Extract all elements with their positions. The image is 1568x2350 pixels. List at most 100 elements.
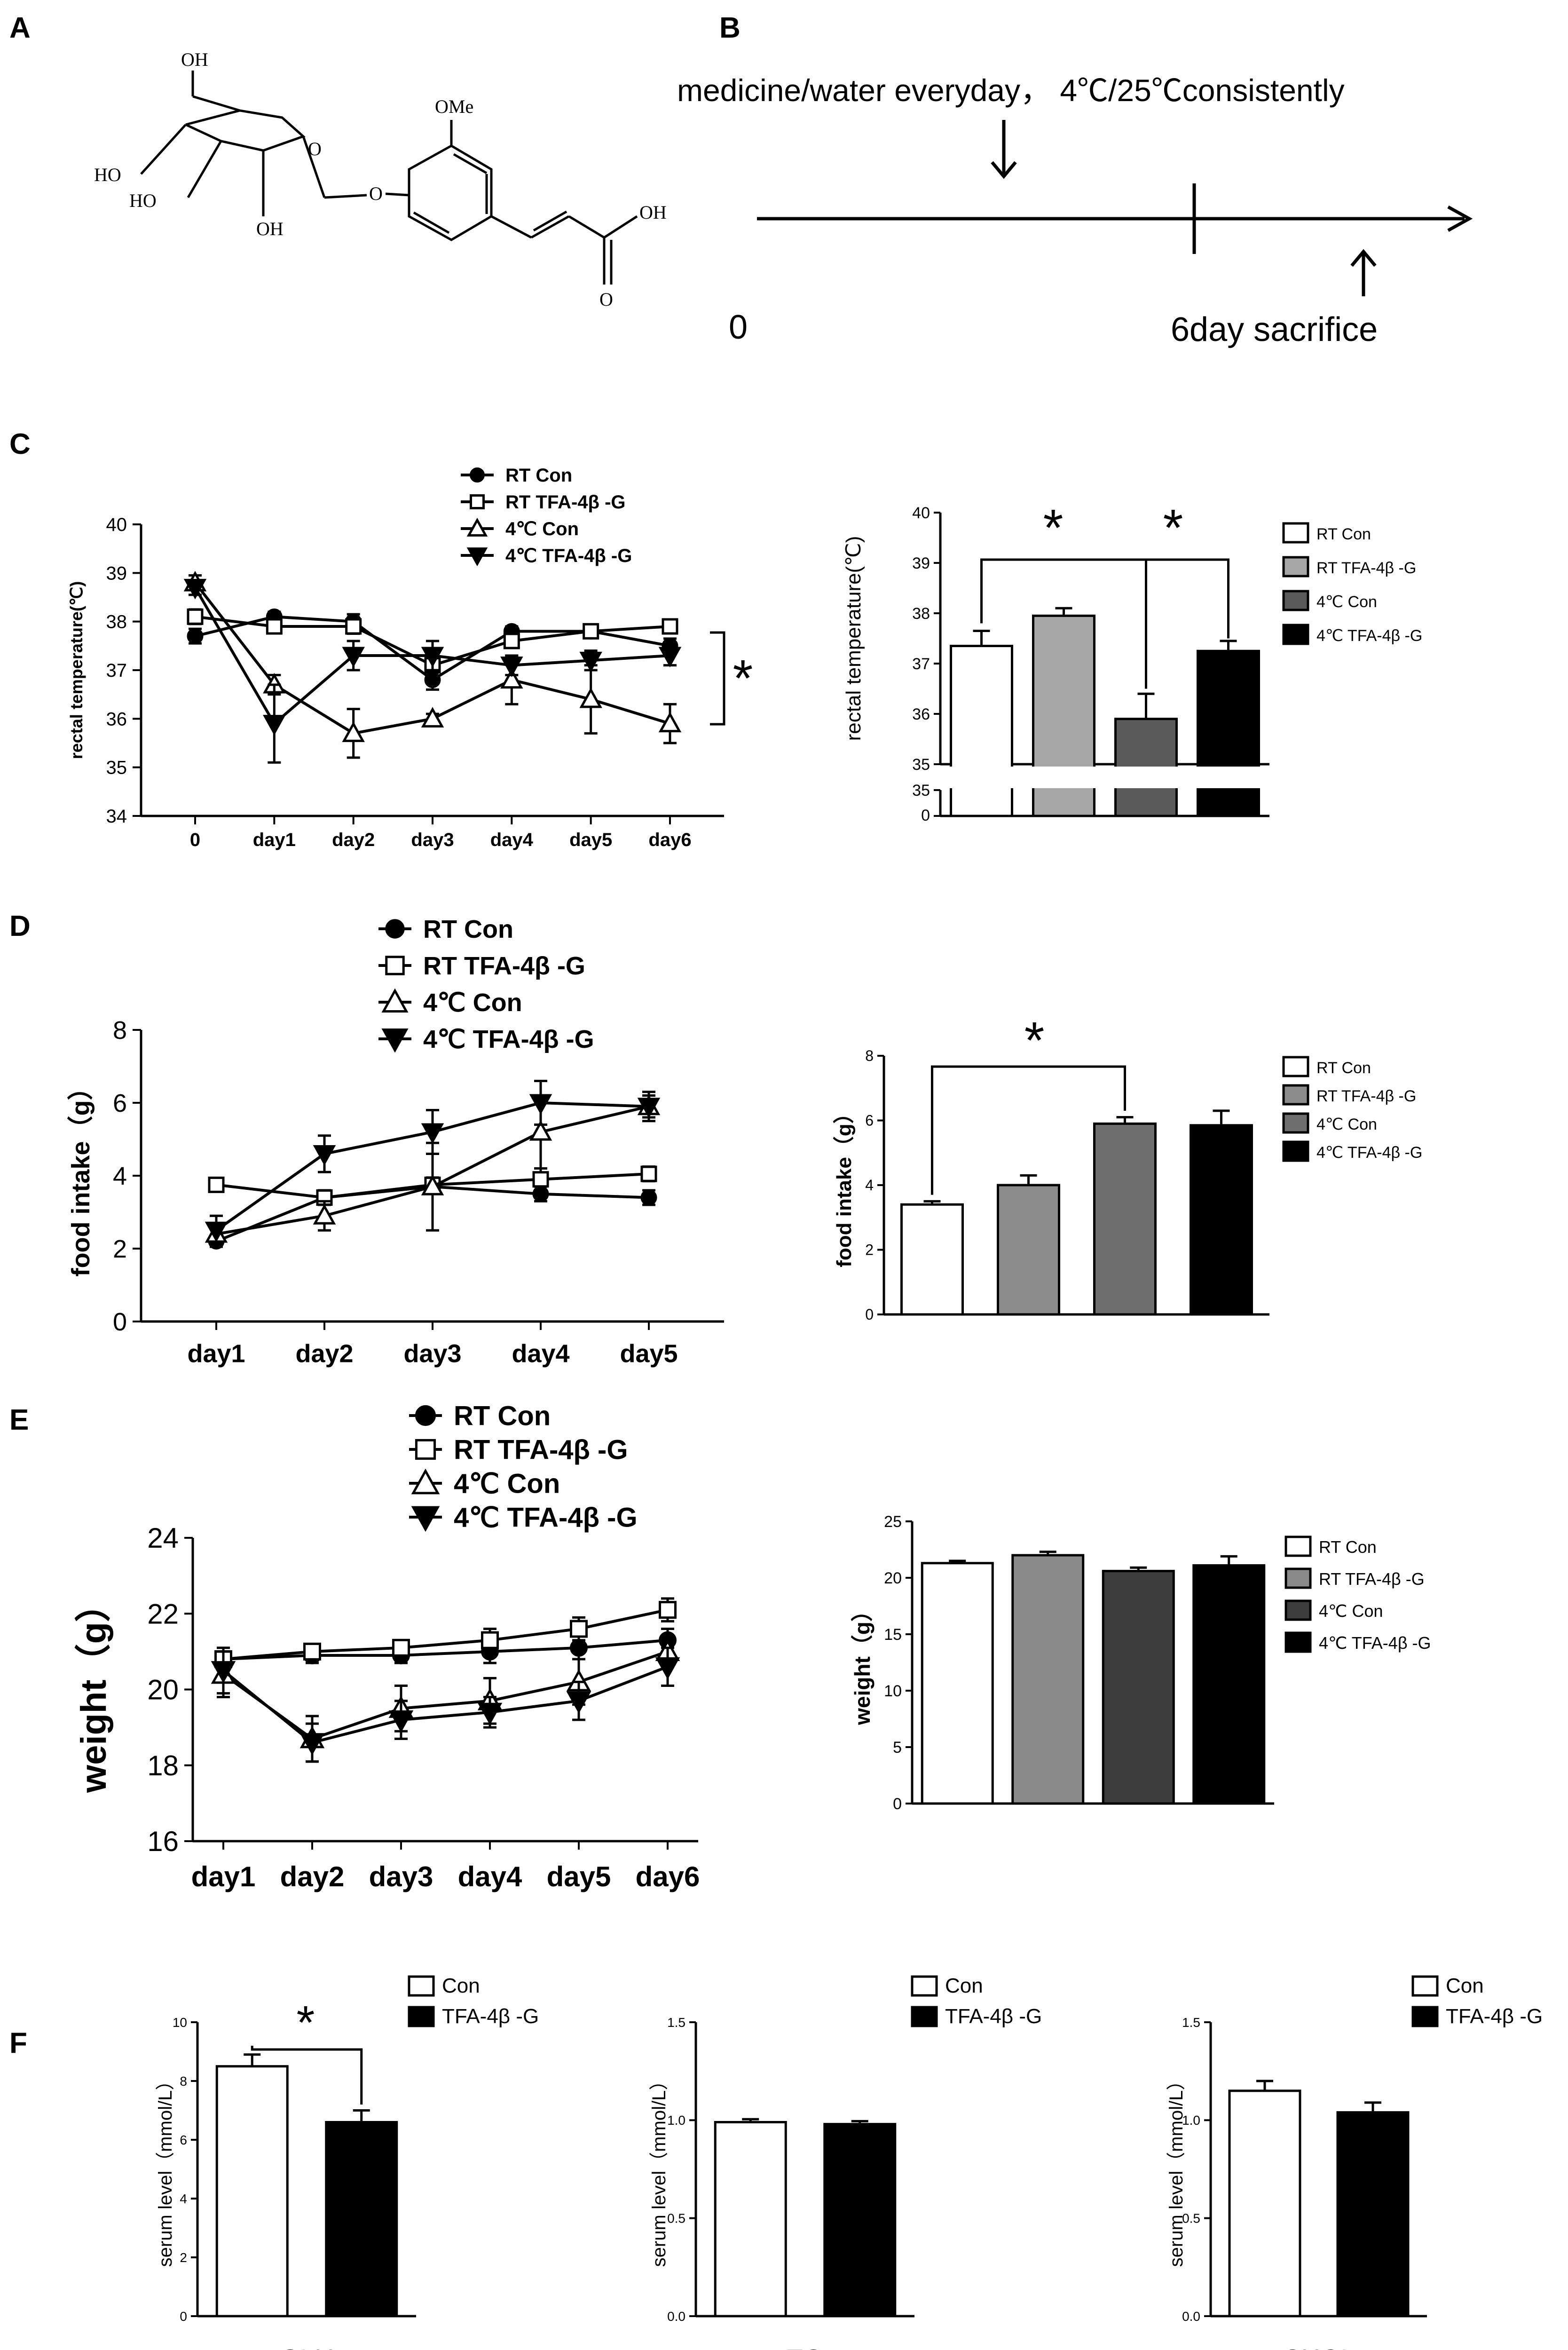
legend-swatch xyxy=(1282,590,1309,611)
struct-acid-oh: OH xyxy=(639,202,667,223)
legend-label: RT Con xyxy=(454,1401,551,1431)
legend-swatch xyxy=(408,1975,435,1997)
y-tick-label: 6 xyxy=(865,1112,874,1129)
bar xyxy=(1197,649,1260,817)
legend-marker xyxy=(411,1506,440,1532)
data-point xyxy=(500,668,523,689)
y-tick-label: 6 xyxy=(113,1089,127,1117)
y-tick-label: 5 xyxy=(893,1739,902,1757)
glu-bar-chart: 0 2 4 6 8 10 serum level（mmol/L） GLU * Con TFA-4β … xyxy=(155,1974,539,2350)
legend-label: 4℃ TFA-4β -G xyxy=(505,546,632,566)
data-point xyxy=(566,1691,591,1714)
legend-swatch xyxy=(1284,1631,1312,1653)
bar xyxy=(325,2121,398,2318)
data-point xyxy=(345,618,362,635)
legend-swatch xyxy=(1282,1056,1309,1077)
timeline-start: 0 xyxy=(729,309,748,346)
legend-label: TFA-4β -G xyxy=(442,2005,539,2028)
y-tick-label: 1.0 xyxy=(667,2113,686,2128)
significance-star: * xyxy=(733,649,753,707)
data-point xyxy=(313,1145,336,1166)
data-point xyxy=(208,1176,225,1193)
bar xyxy=(1190,1124,1253,1316)
y-tick-label: 16 xyxy=(147,1826,179,1857)
data-point xyxy=(299,1733,325,1756)
x-axis-label: GLU xyxy=(280,2344,334,2350)
y-tick-label: 6 xyxy=(180,2133,187,2147)
y-axis-label: serum level（mmol/L） xyxy=(1166,2072,1187,2267)
legend-marker xyxy=(466,517,488,537)
y-tick-label: 37 xyxy=(106,660,127,681)
axis-break-gap xyxy=(936,767,1274,788)
y-tick-label: 0 xyxy=(180,2309,187,2324)
legend-swatch xyxy=(1282,624,1309,645)
bar xyxy=(215,2065,289,2318)
x-tick-label: day1 xyxy=(253,830,296,850)
struct-keto-o: O xyxy=(599,289,613,310)
bar xyxy=(823,2123,897,2318)
significance-star: * xyxy=(1163,499,1183,557)
y-tick-label: 39 xyxy=(106,563,127,584)
legend-swatch xyxy=(911,2006,938,2027)
data-point xyxy=(579,651,602,673)
data-point xyxy=(421,707,444,728)
x-axis-label: TG xyxy=(787,2344,824,2350)
struct-ho-left: HO xyxy=(94,164,121,185)
significance-bracket xyxy=(931,1065,1126,1195)
panel-letter-D: D xyxy=(9,910,31,942)
legend-swatch xyxy=(408,2006,435,2027)
panel-letter-E: E xyxy=(9,1404,29,1436)
legend-label: 4℃ TFA-4β -G xyxy=(1316,627,1422,645)
legend-swatch xyxy=(1284,1599,1312,1621)
y-axis-label: weight（g） xyxy=(74,1586,114,1793)
series-line xyxy=(223,1608,668,1661)
data-point xyxy=(421,1123,444,1144)
legend-label: RT Con xyxy=(1316,525,1371,543)
legend-swatch xyxy=(1284,1567,1312,1589)
legend-label: RT TFA-4β -G xyxy=(1316,559,1416,577)
legend-marker xyxy=(470,494,485,509)
data-point xyxy=(263,715,286,736)
y-tick-label: 0.0 xyxy=(1182,2309,1200,2324)
legend-marker xyxy=(385,956,405,975)
struct-link-o: O xyxy=(369,183,383,204)
x-tick-label: day3 xyxy=(369,1861,433,1892)
y-tick-label: 0 xyxy=(865,1306,874,1323)
temperature-line-chart: 34 35 36 37 38 39 40 0 day1 day2 day3 day4 day5 day6 r… xyxy=(67,465,753,850)
significance-bracket xyxy=(980,558,1229,639)
legend-label: TFA-4β -G xyxy=(945,2005,1042,2028)
y-tick-label: 8 xyxy=(113,1016,127,1044)
struct-ome: OMe xyxy=(435,96,473,117)
x-tick-label: day2 xyxy=(295,1339,353,1368)
y-axis-label: rectal temperature(℃) xyxy=(842,536,865,741)
x-tick-label: 0 xyxy=(190,830,200,850)
x-tick-label: day6 xyxy=(648,830,691,850)
data-point xyxy=(392,1638,410,1657)
legend-label: RT TFA-4β -G xyxy=(1316,1087,1416,1105)
struct-ho-mid: HO xyxy=(129,190,157,211)
data-point xyxy=(342,647,365,668)
x-tick-label: day2 xyxy=(332,830,375,850)
y-tick-label: 34 xyxy=(106,806,127,827)
data-point xyxy=(532,1171,549,1188)
legend-label: 4℃ TFA-4β -G xyxy=(1316,1144,1422,1162)
data-point xyxy=(313,1204,336,1225)
legend-label: RT TFA-4β -G xyxy=(1319,1569,1425,1589)
legend-label: 4℃ Con xyxy=(454,1468,560,1499)
y-tick-label: 36 xyxy=(912,705,930,723)
chol-bar-chart: 0.0 0.5 1.0 1.5 serum level（mmol/L） CHOL Con TF… xyxy=(1166,1974,1543,2350)
legend-label: RT Con xyxy=(1319,1537,1377,1557)
food-intake-bar-chart: 0 2 4 6 8 food intake（g） * RT Con RT TFA-4β -G 4℃… xyxy=(833,1012,1422,1323)
data-point xyxy=(424,672,441,688)
data-point xyxy=(303,1642,321,1661)
x-tick-label: day3 xyxy=(403,1339,461,1368)
legend-marker xyxy=(470,467,485,483)
data-point xyxy=(583,623,599,640)
x-tick-label: day5 xyxy=(569,830,612,850)
legend-label: RT Con xyxy=(1316,1059,1371,1077)
panel-letter-B: B xyxy=(719,12,741,44)
x-tick-label: day4 xyxy=(490,830,534,850)
y-tick-label: 35 xyxy=(912,756,930,774)
y-tick-label: 8 xyxy=(865,1047,874,1064)
legend-label: 4℃ Con xyxy=(505,519,579,539)
